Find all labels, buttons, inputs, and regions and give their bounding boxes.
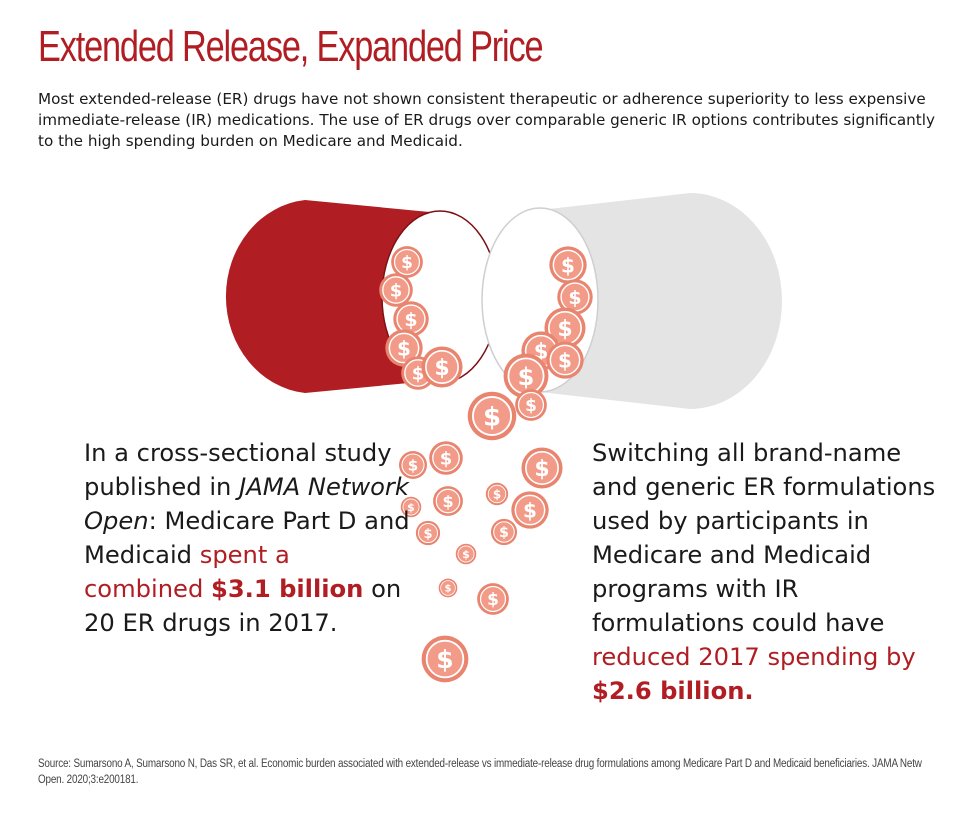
left-callout-highlight: spent a combined xyxy=(84,541,290,603)
right-callout-amount: $2.6 billion. xyxy=(592,677,754,705)
dollar-coin-icon xyxy=(466,390,518,442)
dollar-coin-icon xyxy=(485,482,509,506)
dollar-coin-icon xyxy=(548,245,588,285)
falling-coins xyxy=(398,388,564,684)
dollar-coin-icon xyxy=(438,578,458,598)
journal-name: JAMA Network Open xyxy=(84,473,409,535)
left-callout: In a cross-sectional study published in … xyxy=(84,436,414,640)
page-title: Extended Release, Expanded Price xyxy=(38,22,544,71)
right-callout: Switching all brand-name and generic ER … xyxy=(592,436,952,708)
right-callout-text-1: Switching all brand-name and generic ER … xyxy=(592,439,936,637)
dollar-coin-icon xyxy=(428,440,464,476)
dollar-coin-icon xyxy=(476,582,510,616)
dollar-coin-icon xyxy=(545,340,585,380)
dollar-coin-icon xyxy=(432,485,464,517)
left-callout-text-2: : Medicare Part D and Medicaid xyxy=(84,507,410,569)
page-subtitle: Most extended-release (ER) drugs have no… xyxy=(38,90,935,150)
left-callout-amount: $3.1 billion xyxy=(210,575,364,603)
dollar-coin-icon xyxy=(415,520,441,546)
dollar-coin-icon xyxy=(490,518,518,546)
dollar-coin-icon xyxy=(520,446,564,490)
left-callout-text-3: on 20 ER drugs in 2017. xyxy=(84,575,402,637)
dollar-coin-icon xyxy=(455,543,477,565)
right-callout-highlight: reduced 2017 spending by xyxy=(592,643,916,671)
source-citation: Source: Sumarsono A, Sumarsono N, Das SR… xyxy=(38,758,922,786)
left-callout-text-1: In a cross-sectional study published in xyxy=(84,439,392,501)
dollar-coin-icon xyxy=(420,634,470,684)
dollar-coin-icon xyxy=(420,345,464,389)
dollar-coin-icon xyxy=(390,245,424,279)
dollar-coin-icon xyxy=(514,388,548,422)
dollar-coin-icon xyxy=(510,490,550,530)
